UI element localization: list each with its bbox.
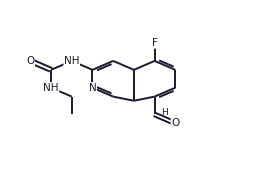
Text: NH: NH [64, 56, 80, 66]
Text: O: O [171, 118, 179, 128]
Text: O: O [26, 56, 34, 66]
Text: H: H [161, 108, 168, 117]
Text: NH: NH [43, 83, 59, 93]
Text: N: N [89, 83, 96, 93]
Text: F: F [152, 38, 158, 48]
